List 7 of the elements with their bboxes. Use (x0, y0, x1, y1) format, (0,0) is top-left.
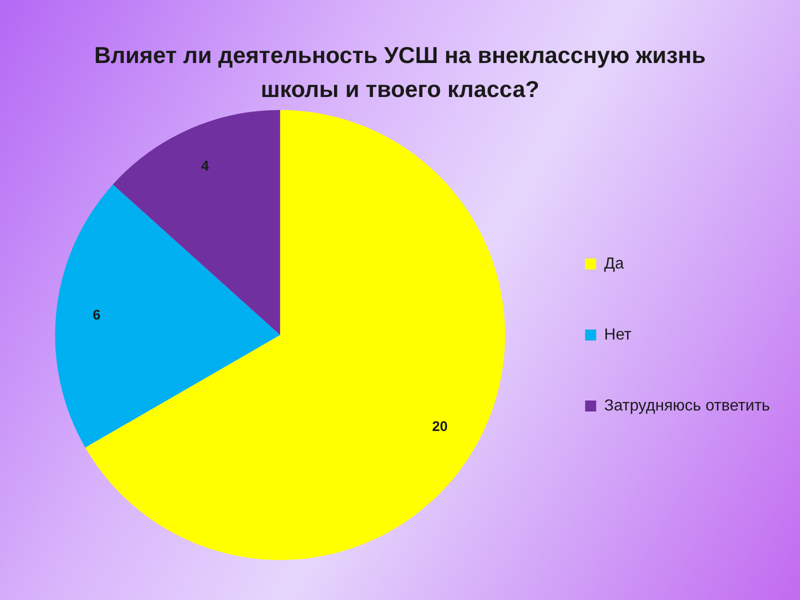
legend-label: Нет (604, 326, 632, 344)
data-label: 20 (432, 418, 448, 434)
data-label: 6 (92, 306, 101, 323)
data-label: 4 (201, 157, 210, 174)
chart-title: Влияет ли деятельность УСШ на внеклассную жизнь школы и твоего класса? (93, 41, 707, 104)
legend-label: Затрудняюсь ответить (604, 397, 770, 414)
legend-label: Да (604, 255, 624, 272)
